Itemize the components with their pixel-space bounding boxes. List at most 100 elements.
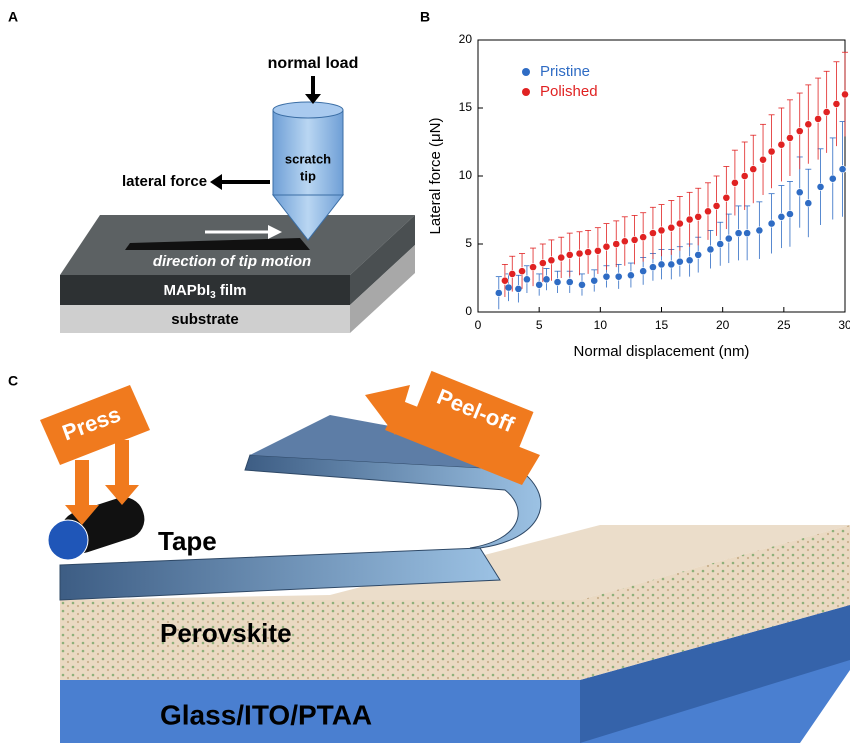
point — [509, 270, 516, 277]
point — [725, 235, 732, 242]
point — [786, 134, 793, 141]
point — [735, 230, 742, 237]
point — [768, 220, 775, 227]
point — [501, 277, 508, 284]
point — [676, 258, 683, 265]
point — [768, 148, 775, 155]
label-part: MAPbI — [163, 282, 210, 299]
point — [627, 272, 634, 279]
point — [543, 276, 550, 283]
point — [778, 213, 785, 220]
point — [631, 236, 638, 243]
y-tick-label: 15 — [459, 100, 473, 114]
press-arrow — [75, 460, 89, 510]
point — [668, 261, 675, 268]
legend-label: Polished — [540, 83, 598, 100]
legend-marker — [522, 88, 530, 96]
point — [566, 278, 573, 285]
point — [796, 128, 803, 135]
point — [805, 200, 812, 207]
label: scratch — [285, 151, 331, 166]
panel-label: B — [420, 9, 430, 25]
x-tick-label: 10 — [594, 318, 608, 332]
point — [495, 289, 502, 296]
x-tick-label: 30 — [838, 318, 850, 332]
x-tick-label: 5 — [536, 318, 543, 332]
y-axis-label: Lateral force (μN) — [427, 117, 444, 234]
tip-top — [273, 102, 343, 118]
point — [640, 234, 647, 241]
x-tick-label: 0 — [475, 318, 482, 332]
point — [603, 273, 610, 280]
label: normal load — [268, 55, 359, 72]
point — [731, 179, 738, 186]
point — [658, 227, 665, 234]
x-axis-label: Normal displacement (nm) — [574, 343, 750, 360]
point — [658, 261, 665, 268]
y-tick-label: 0 — [465, 304, 472, 318]
label: tip — [300, 168, 316, 183]
panel-label: C — [8, 373, 18, 389]
point — [615, 273, 622, 280]
point — [554, 278, 561, 285]
point — [603, 243, 610, 250]
point — [518, 268, 525, 275]
point — [640, 268, 647, 275]
point — [829, 175, 836, 182]
roller-end — [48, 520, 88, 560]
y-tick-label: 20 — [459, 32, 473, 46]
label: Glass/ITO/PTAA — [160, 699, 372, 730]
point — [613, 240, 620, 247]
point — [594, 247, 601, 254]
point — [515, 285, 522, 292]
point — [686, 216, 693, 223]
point — [566, 251, 573, 258]
label: lateral force — [122, 173, 207, 190]
press-arrow — [115, 440, 129, 490]
point — [505, 284, 512, 291]
point — [536, 281, 543, 288]
point — [817, 183, 824, 190]
point — [695, 251, 702, 258]
point — [823, 108, 830, 115]
point — [796, 189, 803, 196]
point — [707, 246, 714, 253]
point — [750, 166, 757, 173]
point — [585, 249, 592, 256]
point — [529, 264, 536, 271]
point — [839, 166, 846, 173]
label: direction of tip motion — [153, 253, 311, 270]
point — [704, 208, 711, 215]
x-tick-label: 20 — [716, 318, 730, 332]
panel-label: A — [8, 9, 18, 25]
point — [723, 194, 730, 201]
point — [649, 230, 656, 237]
point — [695, 213, 702, 220]
point — [676, 220, 683, 227]
label: MAPbI3 film — [163, 282, 246, 301]
point — [548, 257, 555, 264]
point — [668, 224, 675, 231]
x-tick-label: 15 — [655, 318, 669, 332]
point — [833, 100, 840, 107]
label: Perovskite — [160, 618, 292, 648]
label: substrate — [171, 311, 239, 328]
point — [778, 141, 785, 148]
legend-marker — [522, 68, 530, 76]
point — [523, 276, 530, 283]
point — [591, 277, 598, 284]
point — [621, 238, 628, 245]
point — [558, 254, 565, 261]
point — [786, 210, 793, 217]
point — [759, 156, 766, 163]
panel-c: C Press Peel-off Tape Perovskite Glass/I… — [8, 371, 850, 743]
label: Tape — [158, 526, 217, 556]
point — [756, 227, 763, 234]
point — [741, 172, 748, 179]
point — [841, 91, 848, 98]
point — [744, 230, 751, 237]
point — [814, 115, 821, 122]
y-tick-label: 5 — [465, 236, 472, 250]
panel-a: A normal load scratch tip lateral force … — [8, 9, 415, 333]
